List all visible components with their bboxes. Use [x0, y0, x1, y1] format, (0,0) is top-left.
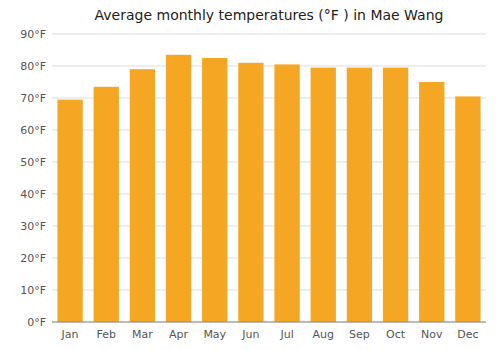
y-tick-label: 90°F [20, 28, 46, 41]
bar [455, 96, 480, 322]
grid-line [52, 34, 486, 35]
y-tick-label: 20°F [20, 252, 46, 265]
bar [311, 68, 336, 322]
bar [274, 64, 299, 322]
x-tick-label: Aug [313, 328, 334, 341]
x-tick-label: Nov [421, 328, 443, 341]
x-axis [52, 322, 486, 323]
x-tick-label: Sep [349, 328, 370, 341]
grid-line [52, 66, 486, 67]
bars [57, 55, 480, 322]
x-tick-label: Apr [169, 328, 189, 341]
bar [383, 68, 408, 322]
y-tick-label: 40°F [20, 188, 46, 201]
x-tick-label: Jul [279, 328, 293, 341]
bar [94, 87, 119, 322]
x-tick-label: Jan [61, 328, 79, 341]
x-tick-label: Oct [386, 328, 406, 341]
x-tick-label: May [203, 328, 226, 341]
y-tick-label: 80°F [20, 60, 46, 73]
bar [347, 68, 372, 322]
y-tick-label: 60°F [20, 124, 46, 137]
x-tick-label: Feb [97, 328, 116, 341]
x-tick-label: Mar [132, 328, 153, 341]
y-tick-label: 30°F [20, 220, 46, 233]
bar [419, 82, 444, 322]
bar [202, 58, 227, 322]
bar [166, 55, 191, 322]
bar [57, 100, 82, 322]
y-tick-label: 0°F [27, 316, 46, 329]
chart: Average monthly temperatures (°F ) in Ma… [0, 0, 500, 350]
x-tick-label: Jun [241, 328, 259, 341]
y-tick-label: 70°F [20, 92, 46, 105]
y-tick-label: 10°F [20, 284, 46, 297]
title: Average monthly temperatures (°F ) in Ma… [95, 7, 444, 23]
bar [130, 69, 155, 322]
y-tick-label: 50°F [20, 156, 46, 169]
grid-line [52, 322, 486, 323]
bar [238, 63, 263, 322]
x-tick-label: Dec [457, 328, 478, 341]
